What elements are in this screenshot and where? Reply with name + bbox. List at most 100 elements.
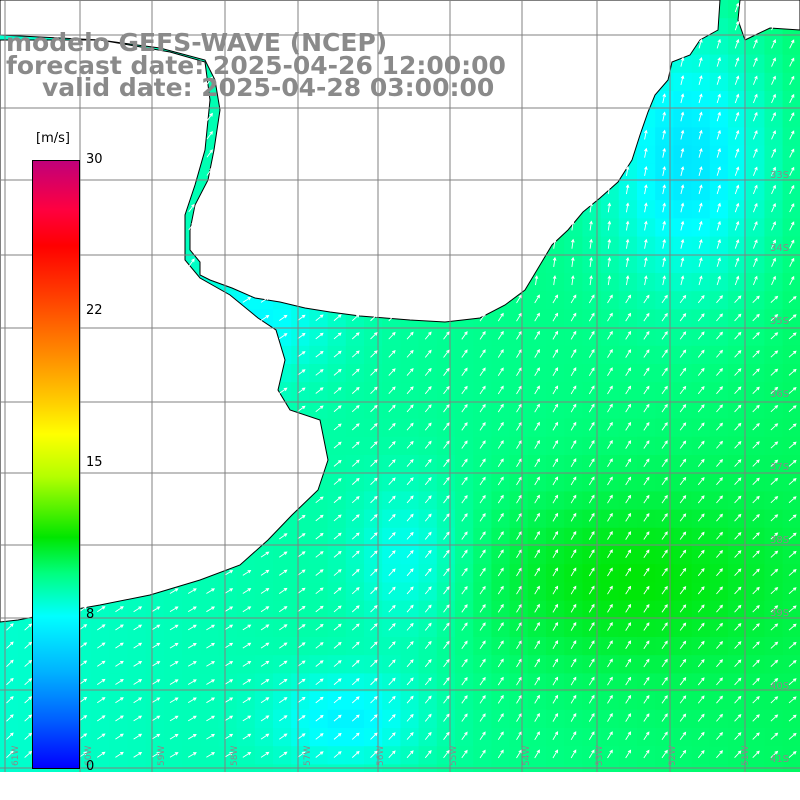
wind-speed-cell: [746, 109, 765, 128]
wind-speed-cell: [491, 491, 511, 511]
wind-arrow: [716, 295, 723, 304]
wind-arrow: [406, 495, 414, 504]
latitude-label: 39S: [770, 608, 789, 619]
wind-arrow: [625, 385, 632, 395]
wind-arrow: [734, 641, 742, 649]
wind-speed-cell: [728, 418, 747, 438]
wind-arrow: [552, 294, 559, 304]
wind-speed-cell: [764, 182, 784, 201]
wind-arrow: [789, 148, 795, 158]
wind-speed-cell: [400, 546, 420, 565]
wind-arrow: [697, 677, 705, 686]
wind-arrow: [534, 275, 539, 286]
wind-speed-cell: [491, 364, 511, 383]
wind-speed-cell: [618, 364, 638, 383]
wind-arrow: [716, 659, 723, 668]
wind-speed-cell: [746, 72, 765, 92]
wind-arrow: [479, 513, 486, 522]
wind-speed-cell: [691, 345, 711, 365]
wind-arrow: [788, 459, 797, 467]
wind-arrow: [388, 604, 396, 613]
wind-arrow: [734, 75, 740, 85]
wind-speed-cell: [637, 455, 656, 474]
wind-arrow: [607, 694, 613, 704]
wind-arrow: [479, 458, 486, 467]
wind-arrow: [716, 184, 721, 195]
wind-speed-cell: [746, 728, 765, 747]
wind-speed-cell: [764, 163, 784, 183]
wind-speed-cell: [418, 364, 438, 383]
wind-speed-cell: [418, 691, 438, 711]
wind-arrow: [588, 385, 595, 395]
wind-arrow: [788, 587, 797, 595]
wind-arrow: [351, 459, 360, 467]
wind-arrow: [788, 496, 797, 504]
wind-speed-cell: [709, 455, 729, 474]
wind-arrow: [461, 713, 468, 722]
wind-arrow: [789, 221, 795, 231]
wind-arrow: [625, 585, 632, 595]
wind-speed-cell: [491, 600, 511, 620]
wind-arrow: [297, 751, 306, 758]
wind-speed-cell: [436, 746, 456, 765]
longitude-label: 53W: [595, 746, 605, 766]
wind-speed-cell: [691, 291, 711, 310]
wind-speed-cell: [764, 200, 784, 219]
wind-arrow: [698, 75, 703, 85]
wind-speed-cell: [582, 473, 602, 492]
wind-arrow: [770, 405, 779, 413]
wind-arrow: [206, 76, 213, 85]
wind-arrow: [6, 750, 14, 758]
wind-arrow: [607, 494, 613, 504]
wind-speed-cell: [564, 728, 583, 747]
wind-arrow: [133, 733, 143, 740]
wind-arrow: [333, 496, 342, 504]
wind-speed-cell: [709, 564, 729, 583]
wind-arrow: [716, 239, 721, 249]
wind-arrow: [771, 202, 776, 213]
wind-arrow: [625, 238, 630, 249]
wind-speed-cell: [637, 691, 656, 711]
wind-speed-cell: [709, 709, 729, 729]
wind-arrow: [698, 202, 703, 213]
wind-speed-cell: [728, 691, 747, 711]
wind-arrow: [643, 622, 650, 631]
wind-arrow: [351, 386, 360, 394]
wind-speed-cell: [600, 345, 620, 365]
wind-speed-cell: [455, 509, 474, 529]
wind-arrow: [661, 622, 668, 631]
wind-speed-cell: [400, 709, 420, 729]
wind-arrow: [479, 622, 486, 631]
wind-arrow: [716, 677, 723, 686]
wind-speed-cell: [564, 291, 583, 310]
wind-arrow: [589, 202, 593, 213]
wind-speed-cell: [527, 746, 547, 765]
wind-speed-cell: [455, 746, 474, 765]
wind-arrow: [497, 330, 504, 340]
wind-speed-cell: [364, 582, 383, 602]
wind-speed-cell: [527, 400, 547, 420]
wind-arrow: [279, 314, 288, 321]
wind-arrow: [734, 622, 742, 631]
wind-speed-cell: [746, 709, 765, 729]
wind-speed-cell: [655, 655, 674, 674]
wind-speed-cell: [600, 637, 620, 656]
wind-arrow: [625, 294, 632, 304]
wind-arrow: [479, 385, 486, 395]
wind-arrow: [771, 184, 776, 195]
wind-speed-cell: [673, 527, 693, 547]
wind-arrow: [534, 403, 540, 413]
wind-speed-cell: [637, 436, 656, 456]
wind-speed-cell: [709, 327, 729, 347]
wind-arrow: [643, 294, 650, 304]
wind-speed-cell: [582, 564, 602, 583]
wind-speed-cell: [691, 491, 711, 511]
wind-arrow: [333, 714, 342, 722]
wind-arrow: [570, 385, 577, 395]
wind-speed-cell: [673, 127, 693, 147]
wind-arrow: [497, 421, 504, 431]
wind-arrow: [224, 588, 234, 594]
wind-speed-cell: [546, 746, 565, 765]
wind-speed-cell: [691, 400, 711, 420]
wind-speed-cell: [655, 327, 674, 347]
